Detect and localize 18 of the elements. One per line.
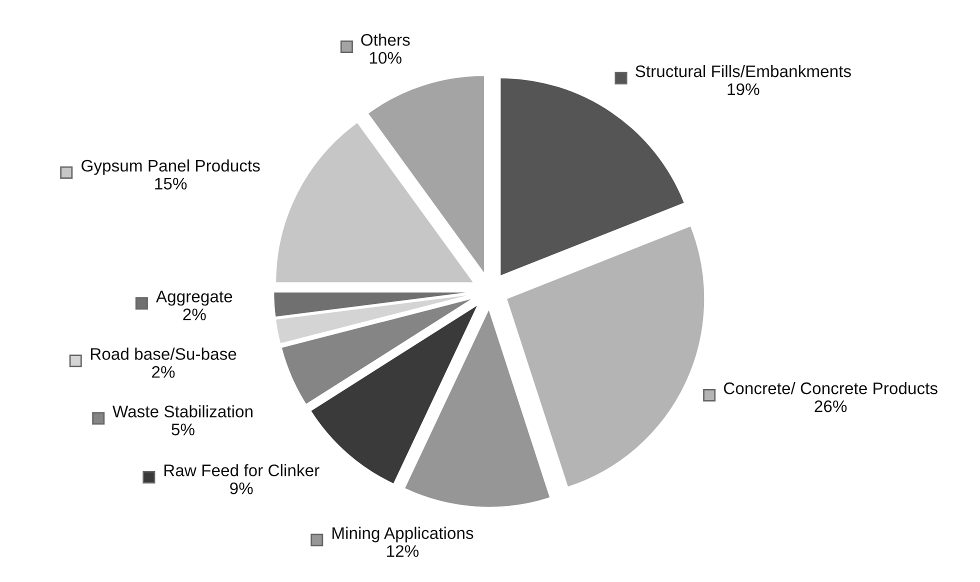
legend-label: Others (361, 34, 410, 46)
legend-label: Gypsum Panel Products (82, 159, 260, 175)
data-label: 2% (183, 308, 206, 320)
data-label: 12% (387, 545, 419, 557)
legend-label: Road base/Su-base (90, 348, 236, 360)
data-label: 2% (152, 366, 175, 378)
legend-label: Mining Applications (332, 526, 474, 542)
data-label: 15% (155, 178, 187, 190)
data-label: 26% (814, 400, 847, 412)
legend-label: Concrete/ Concrete Products (724, 382, 938, 394)
data-label: 9% (230, 482, 253, 494)
data-label: 10% (370, 52, 402, 64)
legend-label: Raw Feed for Clinker (164, 464, 320, 476)
legend-label: Structural Fills/Embankments (636, 64, 851, 78)
data-label: 19% (728, 83, 760, 96)
legend-label: Waste Stabilization (112, 405, 252, 418)
data-label: 5% (172, 424, 194, 436)
legend-label: Aggregate (156, 290, 232, 306)
